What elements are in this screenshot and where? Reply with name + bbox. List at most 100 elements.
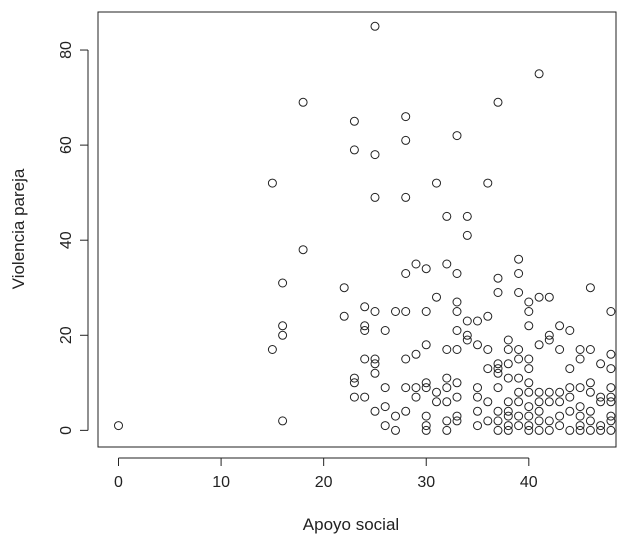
data-point xyxy=(493,288,503,297)
data-point xyxy=(493,364,503,374)
data-point xyxy=(114,421,123,431)
data-point xyxy=(278,321,288,331)
data-point xyxy=(565,425,575,435)
data-point xyxy=(391,411,400,421)
data-point xyxy=(421,411,431,421)
data-point xyxy=(278,330,288,340)
data-point xyxy=(360,302,370,312)
data-point xyxy=(452,131,462,141)
data-point xyxy=(483,397,493,407)
data-point xyxy=(493,359,503,369)
data-point xyxy=(524,364,534,374)
data-point xyxy=(534,387,544,397)
data-point xyxy=(462,230,472,240)
data-point xyxy=(452,411,462,421)
data-point xyxy=(565,406,575,416)
data-point xyxy=(493,383,503,393)
data-point xyxy=(514,411,524,421)
data-point xyxy=(473,383,482,393)
data-point xyxy=(555,321,565,331)
data-point xyxy=(421,378,431,388)
data-point xyxy=(452,269,462,278)
x-tick-label: 20 xyxy=(315,474,333,491)
data-point xyxy=(606,392,616,402)
data-point xyxy=(432,292,441,302)
data-point xyxy=(524,354,534,364)
data-point xyxy=(401,307,411,316)
data-point xyxy=(524,425,534,435)
data-point xyxy=(370,21,380,31)
data-point xyxy=(452,416,462,426)
data-point xyxy=(503,345,513,354)
data-point xyxy=(606,397,616,407)
data-point xyxy=(360,354,370,364)
data-point xyxy=(555,411,565,421)
data-point xyxy=(483,345,493,354)
data-point xyxy=(483,178,493,188)
data-point xyxy=(360,326,370,335)
x-axis: 0 10 20 30 40 xyxy=(114,457,538,491)
data-point xyxy=(411,259,421,269)
data-point xyxy=(575,402,585,412)
data-point xyxy=(565,392,575,402)
data-point xyxy=(411,349,421,359)
data-point xyxy=(503,406,513,416)
data-point xyxy=(349,116,359,126)
y-tick-label: 0 xyxy=(58,426,75,435)
data-point xyxy=(401,269,411,278)
data-point xyxy=(298,245,308,255)
data-point xyxy=(473,406,482,416)
data-point xyxy=(442,383,452,393)
data-point xyxy=(380,383,390,393)
data-point xyxy=(442,416,452,426)
data-point xyxy=(585,406,595,416)
data-point xyxy=(606,383,616,393)
data-point xyxy=(503,359,513,369)
data-point xyxy=(575,383,585,393)
data-point xyxy=(278,278,288,288)
data-point xyxy=(452,326,462,335)
data-point xyxy=(585,378,595,388)
data-point xyxy=(524,411,534,421)
data-point xyxy=(544,397,554,407)
data-point xyxy=(380,402,390,412)
data-point xyxy=(544,387,554,397)
data-point xyxy=(401,406,411,416)
data-point xyxy=(267,178,277,188)
data-point xyxy=(514,269,524,278)
data-point xyxy=(524,378,534,388)
data-point xyxy=(606,307,616,316)
data-point xyxy=(524,297,534,307)
data-point xyxy=(585,425,595,435)
data-point xyxy=(606,425,616,435)
plot-frame xyxy=(97,11,617,448)
data-point xyxy=(524,387,534,397)
data-point xyxy=(360,321,370,331)
data-point xyxy=(278,416,288,426)
data-point xyxy=(462,330,472,340)
data-point xyxy=(534,406,544,416)
data-point xyxy=(585,387,595,397)
data-point xyxy=(544,330,554,340)
data-point xyxy=(503,335,513,345)
data-point xyxy=(411,383,421,393)
data-point xyxy=(401,112,411,122)
y-tick-label: 20 xyxy=(58,326,75,344)
data-point xyxy=(452,378,462,388)
data-point xyxy=(421,264,431,274)
data-point xyxy=(370,359,380,369)
data-point xyxy=(514,387,524,397)
data-point xyxy=(493,406,503,416)
data-point xyxy=(442,211,452,221)
data-point xyxy=(483,311,493,321)
data-point xyxy=(432,387,441,397)
data-point xyxy=(411,392,421,402)
data-point xyxy=(503,425,513,435)
data-point xyxy=(555,387,565,397)
y-axis-label: Violencia pareja xyxy=(9,168,28,289)
data-point xyxy=(473,316,482,326)
data-point xyxy=(596,421,606,431)
y-tick-label: 80 xyxy=(58,41,75,59)
data-point xyxy=(401,354,411,364)
